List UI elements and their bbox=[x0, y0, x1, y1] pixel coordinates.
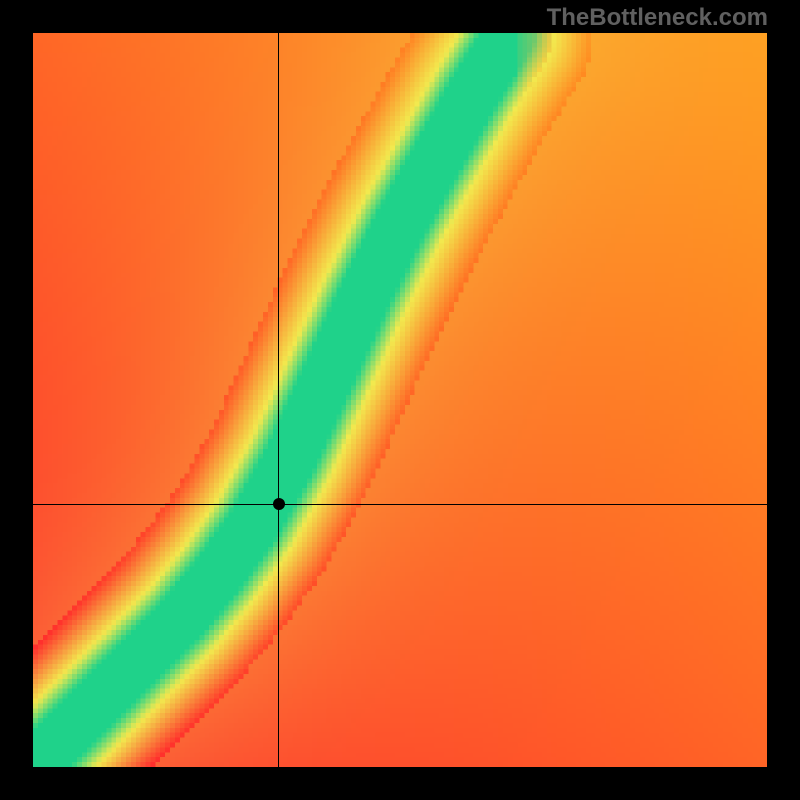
bottleneck-heatmap bbox=[33, 33, 767, 767]
watermark-text: TheBottleneck.com bbox=[547, 4, 768, 32]
chart-container: TheBottleneck.com bbox=[0, 0, 800, 800]
crosshair-vertical bbox=[278, 33, 279, 767]
crosshair-marker-dot bbox=[273, 498, 285, 510]
crosshair-horizontal bbox=[33, 504, 767, 505]
